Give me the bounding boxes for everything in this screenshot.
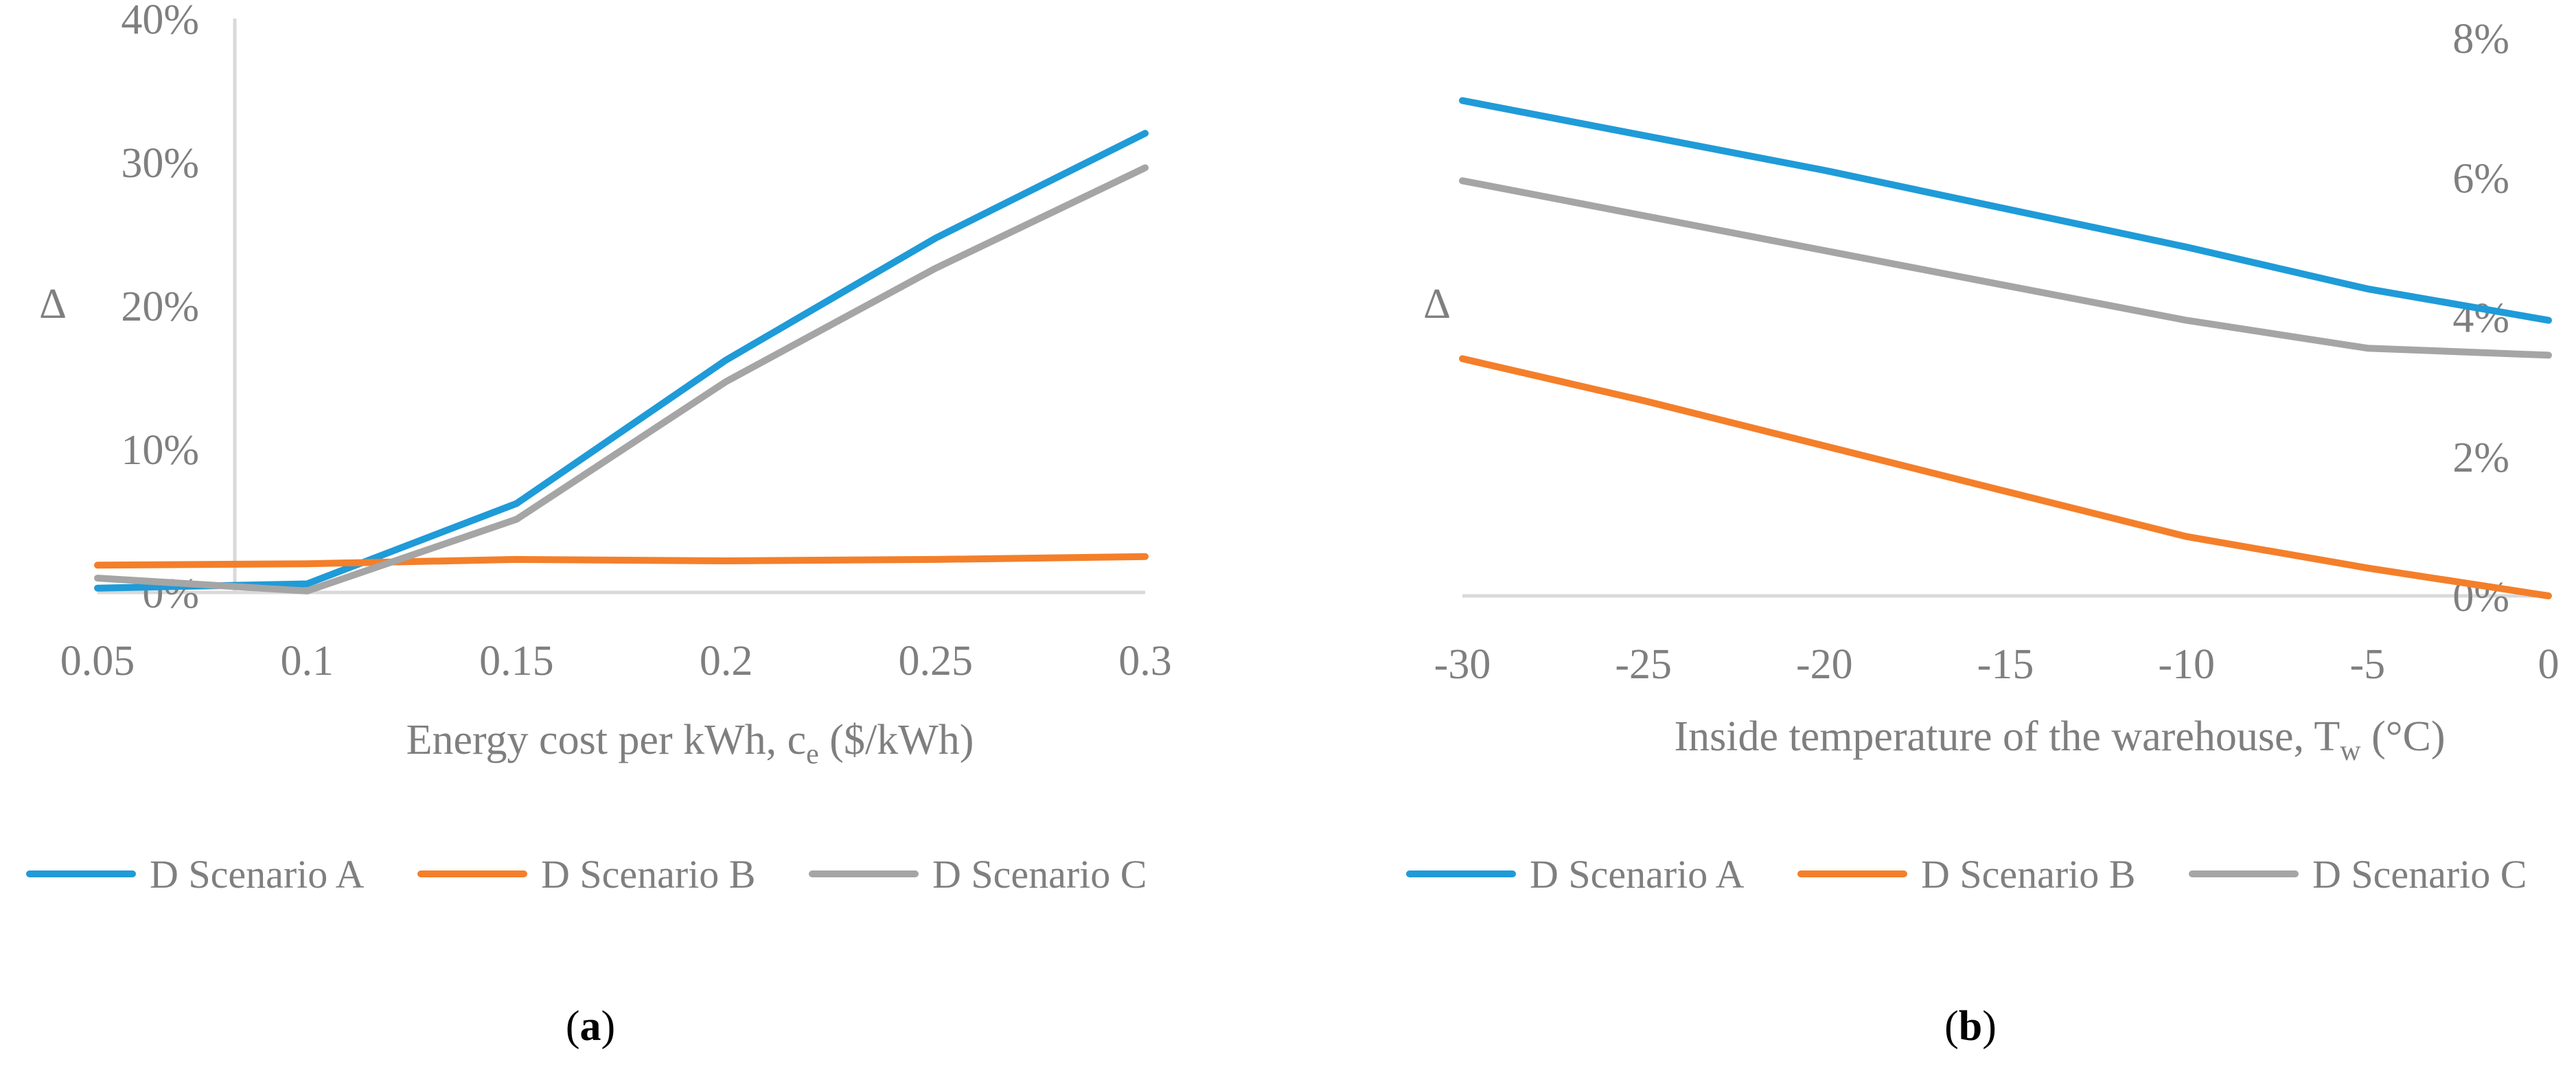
panel-b-series — [1459, 97, 2552, 599]
panel-b-x-tick-label: 0 — [2538, 641, 2560, 688]
panel-a-x-axis-title-tail: ($/kWh) — [819, 717, 974, 763]
panel-b-series-line-b — [1459, 355, 2552, 599]
panel-b-y-tick-label: 2% — [2452, 435, 2509, 481]
panel-b-x-tick-label: -25 — [1615, 641, 1672, 688]
chart-panel-b: 0% 2% 4% 6% 8% -30 -25 -20 -15 -10 -5 0 … — [1406, 16, 2560, 1050]
panel-a-label-letter: a — [580, 1003, 601, 1050]
panel-a-y-tick-label: 0% — [142, 570, 199, 617]
panel-a-y-tick-label: 10% — [121, 427, 199, 474]
panel-a-x-tick-label: 0.1 — [280, 638, 334, 684]
panel-b-legend-label-b: D Scenario B — [1921, 852, 2136, 897]
panel-b-x-axis-title-tail: (°C) — [2361, 713, 2446, 760]
panel-b-legend-label-a: D Scenario A — [1530, 852, 1745, 897]
panel-a-y-tick-label: 20% — [121, 284, 199, 330]
panel-a-legend-label-c: D Scenario C — [932, 852, 1147, 897]
panel-a-legend-label-b: D Scenario B — [541, 852, 756, 897]
panel-a-y-tick-labels: 0% 10% 20% 30% 40% — [121, 0, 199, 617]
panel-b-x-tick-label: -20 — [1796, 641, 1853, 688]
panel-a-x-axis-title: Energy cost per kWh, ce ($/kWh) — [406, 717, 974, 770]
panel-b-x-axis-title-subscript: w — [2340, 735, 2361, 767]
panel-a-label: (a) — [566, 1003, 615, 1050]
panel-a-x-tick-labels: 0.05 0.1 0.15 0.2 0.25 0.3 — [60, 638, 1172, 684]
panel-a-x-tick-label: 0.05 — [60, 638, 135, 684]
panel-b-legend: D Scenario A D Scenario B D Scenario C — [1406, 852, 2527, 897]
panel-a-x-axis-title-main: Energy cost per kWh, c — [406, 717, 807, 763]
chart-panel-a: 0% 10% 20% 30% 40% 0.05 0.1 0.15 0.2 0.2… — [26, 0, 1172, 1050]
panel-a-x-tick-label: 0.15 — [479, 638, 554, 684]
panel-a-y-tick-label: 40% — [121, 0, 199, 43]
panel-b-y-tick-labels: 0% 2% 4% 6% 8% — [2452, 16, 2509, 621]
panel-a-series-line-a — [94, 130, 1149, 592]
panel-a-series-line-b — [94, 553, 1149, 569]
panel-b-x-tick-label: -30 — [1434, 641, 1491, 688]
panel-a-x-tick-label: 0.25 — [899, 638, 974, 684]
panel-a-x-tick-label: 0.3 — [1118, 638, 1172, 684]
panel-b-y-tick-label: 8% — [2452, 16, 2509, 62]
panel-a-series — [94, 130, 1149, 595]
panel-b-x-tick-label: -5 — [2350, 641, 2386, 688]
panel-b-series-line-c — [1459, 177, 2552, 359]
panel-b-x-tick-labels: -30 -25 -20 -15 -10 -5 0 — [1434, 641, 2560, 688]
panel-a-series-line-c — [94, 164, 1149, 595]
panel-a-x-axis-title-subscript: e — [806, 739, 819, 770]
panel-b-x-axis-title-main: Inside temperature of the warehouse, T — [1674, 713, 2340, 760]
panel-a-y-tick-label: 30% — [121, 140, 199, 187]
panel-b-label-letter: b — [1959, 1003, 1982, 1050]
panel-a-legend: D Scenario A D Scenario B D Scenario C — [26, 852, 1147, 897]
panel-b-x-tick-label: -15 — [1977, 641, 2034, 688]
panel-b-series-line-a — [1459, 97, 2552, 324]
panel-a-x-tick-label: 0.2 — [700, 638, 753, 684]
panel-b-legend-label-c: D Scenario C — [2312, 852, 2527, 897]
panel-b-y-axis-title: Δ — [1423, 281, 1451, 327]
panel-b-label: (b) — [1944, 1003, 1997, 1050]
panel-b-y-tick-label: 6% — [2452, 155, 2509, 202]
panel-a-legend-label-a: D Scenario A — [150, 852, 365, 897]
panel-a-y-axis-title: Δ — [39, 281, 67, 327]
panel-b-x-axis-title: Inside temperature of the warehouse, Tw … — [1674, 713, 2445, 767]
panel-b-x-tick-label: -10 — [2158, 641, 2215, 688]
